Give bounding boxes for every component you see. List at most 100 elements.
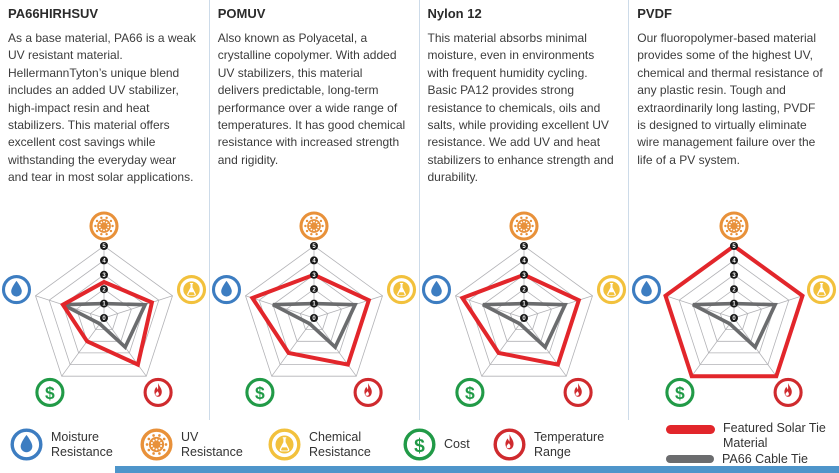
pa66-series-polygon bbox=[481, 301, 568, 351]
svg-text:1: 1 bbox=[312, 302, 316, 308]
moisture-icon bbox=[212, 275, 242, 305]
svg-text:3: 3 bbox=[522, 273, 526, 279]
svg-text:$: $ bbox=[675, 383, 685, 403]
temperature-icon bbox=[353, 377, 383, 407]
legend-item-moisture: Moisture Resistance bbox=[10, 428, 113, 461]
material-description: As a base material, PA66 is a weak UV re… bbox=[8, 31, 196, 185]
legend-item-chemical: Chemical Resistance bbox=[268, 428, 371, 461]
axis-tick-badge: 1 bbox=[519, 299, 528, 308]
legend-series-pa66: PA66 Cable Tie bbox=[666, 452, 808, 467]
radar-chart-svg: 0 1 2 3 4 5 $ bbox=[632, 211, 837, 407]
axis-tick-badge: 5 bbox=[100, 242, 109, 250]
axis-tick-badge: 1 bbox=[310, 299, 319, 308]
featured-series-polygon bbox=[249, 272, 372, 367]
svg-text:2: 2 bbox=[522, 287, 526, 293]
featured-series-polygon bbox=[459, 272, 582, 367]
legend-item-temperature: Temperature Range bbox=[493, 428, 604, 461]
legend-item-uv: UV Resistance bbox=[140, 428, 243, 461]
svg-text:4: 4 bbox=[732, 259, 736, 265]
radar-chart-pomuv: 0 1 2 3 4 5 $ bbox=[211, 211, 417, 409]
pa66-series-polygon bbox=[692, 301, 779, 351]
featured-series-polygon bbox=[60, 279, 155, 368]
material-description: Also known as Polyacetal, a crystalline … bbox=[217, 31, 406, 167]
temperature-icon bbox=[563, 377, 593, 407]
radar-chart-svg: 0 1 2 3 4 5 $ bbox=[421, 211, 626, 407]
svg-text:0: 0 bbox=[103, 316, 107, 322]
svg-text:5: 5 bbox=[103, 244, 107, 250]
chemical-icon bbox=[596, 275, 626, 305]
uv-icon bbox=[719, 211, 749, 241]
bottom-accent-bar bbox=[115, 466, 839, 473]
material-title: PVDF bbox=[637, 6, 672, 21]
material-columns: PA66HIRHSUV As a base material, PA66 is … bbox=[0, 0, 837, 420]
cost-icon: $ bbox=[35, 377, 65, 407]
axis-tick-badge: 2 bbox=[730, 285, 739, 293]
svg-text:3: 3 bbox=[732, 273, 736, 279]
moisture-icon bbox=[632, 275, 662, 305]
material-column-pomuv: POMUV Also known as Polyacetal, a crysta… bbox=[210, 0, 420, 420]
axis-tick-badge: 3 bbox=[310, 270, 319, 279]
svg-text:$: $ bbox=[414, 436, 425, 457]
cost-icon: $ bbox=[665, 377, 695, 407]
svg-text:0: 0 bbox=[522, 316, 526, 322]
featured-series-polygon bbox=[663, 243, 805, 379]
axis-tick-badge: 3 bbox=[100, 270, 109, 279]
temperature-icon bbox=[143, 377, 174, 407]
material-column-pa66hirhsuv: PA66HIRHSUV As a base material, PA66 is … bbox=[0, 0, 210, 420]
axis-tick-badge: 4 bbox=[310, 256, 319, 265]
axis-tick-badge: 2 bbox=[310, 285, 319, 293]
uv-icon bbox=[299, 211, 329, 241]
legend-series-featured: Featured Solar Tie Material bbox=[666, 421, 826, 451]
axis-tick-badge: 2 bbox=[519, 285, 528, 293]
moisture-icon bbox=[10, 428, 43, 461]
svg-text:$: $ bbox=[465, 383, 475, 403]
svg-text:2: 2 bbox=[103, 287, 107, 293]
pa66-line-swatch bbox=[666, 455, 714, 463]
axis-tick-badge: 5 bbox=[310, 242, 319, 250]
temperature-icon bbox=[493, 428, 526, 461]
chemical-icon bbox=[177, 275, 207, 305]
uv-icon bbox=[509, 211, 539, 241]
svg-text:4: 4 bbox=[312, 259, 316, 265]
svg-text:2: 2 bbox=[732, 287, 736, 293]
legend-label-chemical: Chemical Resistance bbox=[309, 429, 371, 459]
material-description: Our fluoropolymer-based material provide… bbox=[637, 31, 823, 167]
svg-text:5: 5 bbox=[522, 244, 526, 250]
moisture-icon bbox=[421, 275, 451, 305]
legend-label-uv: UV Resistance bbox=[181, 429, 243, 459]
axis-tick-badge: 1 bbox=[730, 299, 739, 308]
svg-text:3: 3 bbox=[312, 273, 316, 279]
svg-text:$: $ bbox=[45, 383, 55, 403]
legend-label-moisture: Moisture Resistance bbox=[51, 429, 113, 459]
svg-text:$: $ bbox=[255, 383, 265, 403]
axis-tick-badge: 5 bbox=[519, 242, 528, 250]
legend-label-cost: Cost bbox=[444, 437, 470, 451]
pa66-series-polygon bbox=[272, 301, 359, 351]
chemical-icon bbox=[807, 275, 837, 305]
axis-tick-badge: 4 bbox=[519, 256, 528, 265]
axis-tick-badge: 0 bbox=[100, 314, 109, 322]
axis-tick-badge: 0 bbox=[519, 314, 528, 322]
radar-chart-pvdf: 0 1 2 3 4 5 $ bbox=[631, 211, 837, 409]
axis-tick-badge: 4 bbox=[100, 256, 109, 265]
svg-text:3: 3 bbox=[103, 273, 107, 279]
svg-text:5: 5 bbox=[732, 244, 736, 250]
svg-text:0: 0 bbox=[732, 316, 736, 322]
featured-line-swatch bbox=[666, 425, 715, 434]
legend-label-pa66: PA66 Cable Tie bbox=[722, 452, 808, 466]
svg-text:4: 4 bbox=[103, 259, 107, 265]
chemical-icon bbox=[268, 428, 301, 461]
material-column-nylon12: Nylon 12 This material absorbs minimal m… bbox=[420, 0, 630, 420]
material-description: This material absorbs minimal moisture, … bbox=[427, 31, 614, 185]
radar-chart-pa66hirhsuv: 0 1 2 3 4 5 $ bbox=[1, 211, 207, 409]
svg-text:1: 1 bbox=[732, 302, 736, 308]
temperature-icon bbox=[773, 377, 803, 407]
pa66-series-polygon bbox=[62, 301, 149, 351]
svg-text:5: 5 bbox=[312, 244, 316, 250]
legend-label-featured: Featured Solar Tie Material bbox=[723, 421, 826, 450]
material-title: Nylon 12 bbox=[427, 6, 482, 21]
axis-tick-badge: 2 bbox=[100, 285, 109, 293]
chemical-icon bbox=[387, 275, 417, 305]
radar-grid bbox=[245, 245, 384, 377]
